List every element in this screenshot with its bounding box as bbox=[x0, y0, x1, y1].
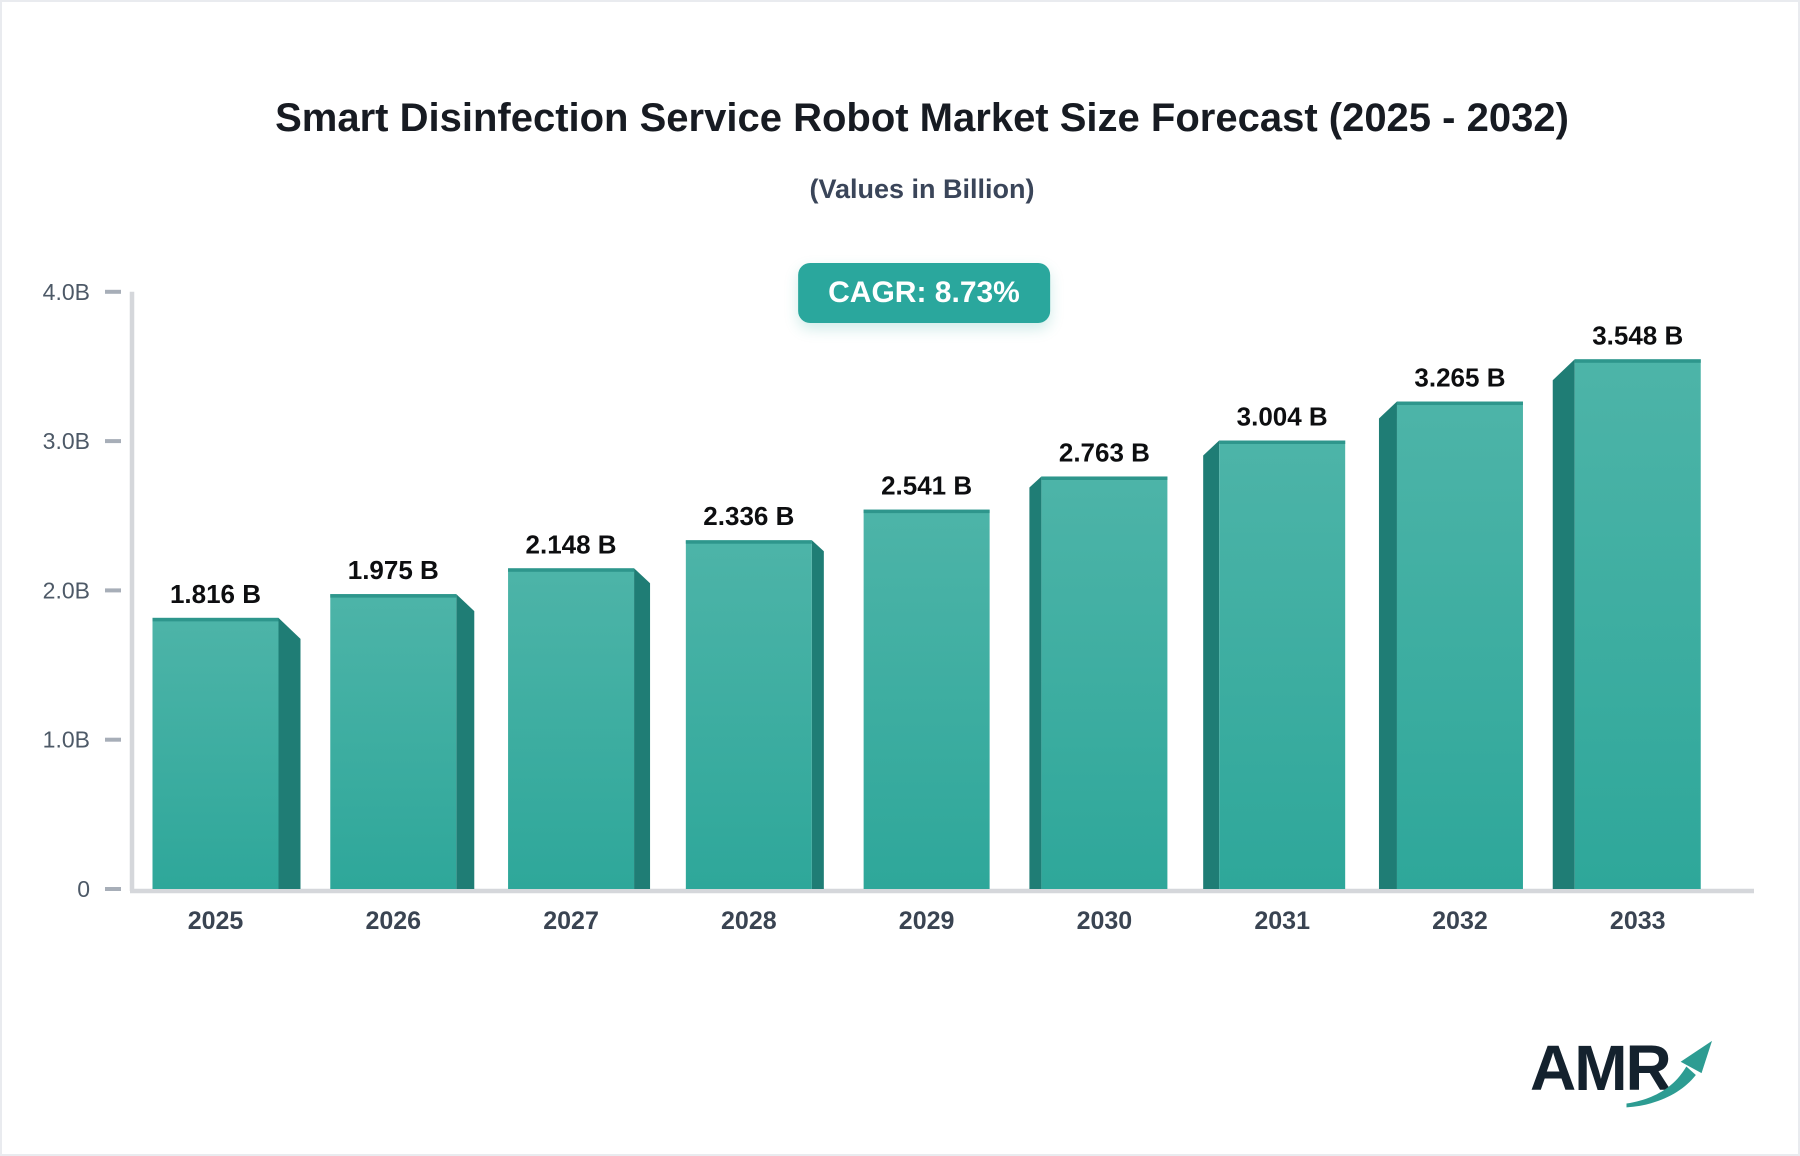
x-axis-category-label: 2033 bbox=[1610, 907, 1666, 935]
bar-top-edge bbox=[152, 617, 279, 622]
y-tick-label: 4.0B bbox=[43, 279, 90, 305]
bar-top-edge bbox=[1396, 401, 1523, 406]
bar bbox=[508, 568, 635, 889]
chart-title: Smart Disinfection Service Robot Market … bbox=[275, 96, 1569, 140]
y-tick-label: 0 bbox=[77, 876, 90, 902]
bar-top-edge bbox=[1041, 476, 1168, 480]
x-axis-category-label: 2025 bbox=[188, 907, 244, 935]
bar-value-label: 2.148 B bbox=[526, 529, 617, 559]
bar-value-label: 2.336 B bbox=[703, 501, 794, 531]
x-axis-category-label: 2030 bbox=[1077, 907, 1133, 935]
bar-value-label: 1.975 B bbox=[348, 555, 439, 585]
bar bbox=[330, 594, 457, 889]
bar-top-edge bbox=[1574, 359, 1701, 363]
bar-value-label: 3.265 B bbox=[1414, 363, 1505, 393]
amr-logo-text: AMR bbox=[1530, 1032, 1672, 1104]
x-axis-category-label: 2031 bbox=[1254, 907, 1310, 935]
y-tick-label: 3.0B bbox=[43, 428, 90, 454]
bar-top-edge bbox=[1219, 440, 1346, 445]
bar-top-edge bbox=[863, 509, 990, 514]
x-axis-category-label: 2027 bbox=[543, 907, 599, 935]
bar-value-label: 3.548 B bbox=[1592, 320, 1683, 350]
bar-side-face bbox=[456, 594, 475, 889]
bar bbox=[863, 509, 990, 889]
amr-logo: AMR bbox=[1530, 1030, 1730, 1120]
bar-side-face bbox=[278, 617, 301, 889]
x-axis-category-label: 2028 bbox=[721, 907, 777, 935]
bar-side-face bbox=[1203, 440, 1220, 889]
bar-side-face bbox=[1029, 476, 1042, 889]
bar-side-face bbox=[811, 540, 824, 889]
x-axis-category-label: 2026 bbox=[365, 907, 421, 935]
chart-subtitle: (Values in Billion) bbox=[809, 174, 1035, 204]
bar bbox=[1396, 401, 1523, 889]
bar bbox=[685, 540, 812, 889]
bar bbox=[1219, 440, 1346, 889]
bar-value-label: 1.816 B bbox=[170, 579, 261, 609]
bar-top-edge bbox=[685, 540, 812, 544]
cagr-badge: CAGR: 8.73% bbox=[798, 263, 1050, 323]
y-tick-label: 2.0B bbox=[43, 577, 90, 603]
bar-value-label: 3.004 B bbox=[1237, 402, 1328, 432]
bar-top-edge bbox=[330, 594, 457, 598]
bar-side-face bbox=[1378, 401, 1397, 889]
bar-top-edge bbox=[508, 568, 635, 572]
bar-side-face bbox=[634, 568, 651, 889]
x-axis-category-label: 2032 bbox=[1432, 907, 1488, 935]
bar bbox=[1041, 476, 1168, 889]
bar-value-label: 2.541 B bbox=[881, 471, 972, 501]
y-tick-label: 1.0B bbox=[43, 727, 90, 753]
bar-value-label: 2.763 B bbox=[1059, 437, 1150, 467]
growth-arrow-icon bbox=[1626, 1040, 1712, 1108]
bar-side-face bbox=[1552, 359, 1575, 890]
x-axis-category-label: 2029 bbox=[899, 907, 955, 935]
bar bbox=[152, 617, 279, 889]
bar bbox=[1574, 359, 1701, 890]
